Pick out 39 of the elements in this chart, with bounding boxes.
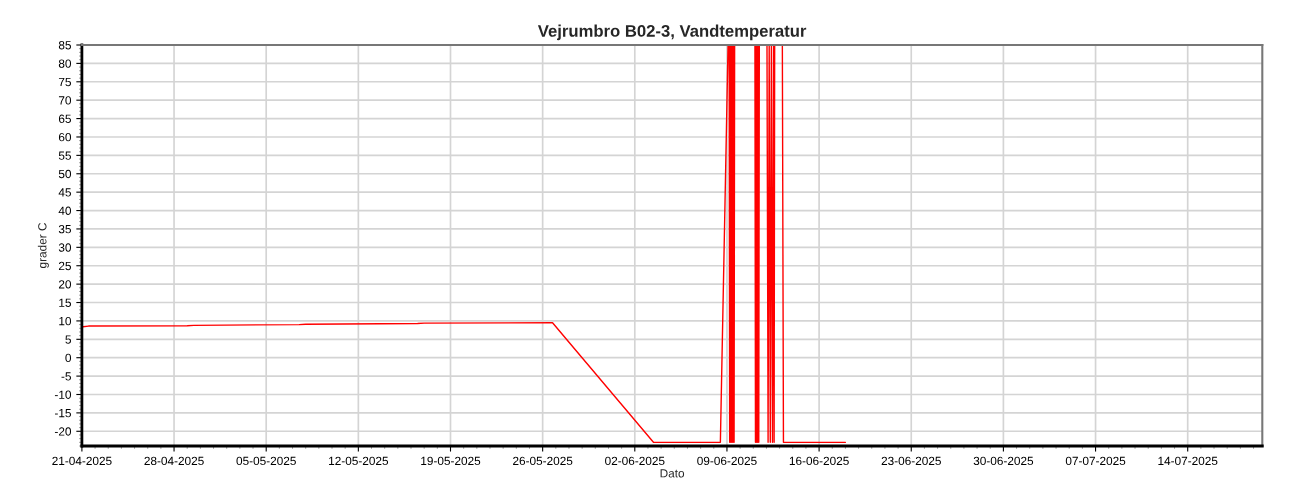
x-tick-label: 26-05-2025 bbox=[513, 456, 573, 466]
x-tick-label: 07-07-2025 bbox=[1065, 456, 1126, 466]
x-tick-label: 19-05-2025 bbox=[421, 456, 481, 466]
y-tick-label: 15 bbox=[59, 298, 71, 307]
x-tick-label: 16-06-2025 bbox=[789, 456, 849, 466]
x-tick-label: 21-04-2025 bbox=[52, 456, 112, 466]
x-axis-title: Dato bbox=[660, 469, 685, 478]
y-tick-label: -10 bbox=[54, 390, 72, 399]
y-tick-label: 45 bbox=[58, 188, 71, 197]
x-tick-label: 23-06-2025 bbox=[881, 456, 941, 466]
y-tick-label: 75 bbox=[58, 77, 71, 87]
x-tick-label: 09-06-2025 bbox=[697, 456, 757, 466]
x-tick-label: 30-06-2025 bbox=[973, 456, 1034, 466]
x-tick-label: 28-04-2025 bbox=[144, 456, 204, 466]
y-axis-title: grader C bbox=[37, 222, 49, 268]
chart-title: Vejrumbro B02-3, Vandtemperatur bbox=[537, 24, 807, 41]
y-tick-label: 30 bbox=[58, 243, 72, 252]
y-tick-label: 70 bbox=[58, 96, 72, 105]
y-tick-label: -15 bbox=[54, 409, 71, 418]
x-tick-label: 02-06-2025 bbox=[605, 456, 665, 466]
x-tick-label: 12-05-2025 bbox=[329, 456, 389, 466]
y-tick-label: 65 bbox=[58, 114, 71, 123]
y-tick-label: 0 bbox=[65, 353, 72, 363]
y-tick-label: 10 bbox=[59, 316, 72, 326]
x-tick-label: 05-05-2025 bbox=[236, 456, 296, 466]
x-tick-label: 14-07-2025 bbox=[1158, 456, 1218, 466]
y-tick-label: 55 bbox=[58, 151, 71, 160]
y-tick-label: 20 bbox=[58, 280, 72, 289]
y-tick-label: -20 bbox=[54, 427, 72, 436]
line-series bbox=[82, 45, 847, 444]
y-tick-label: -5 bbox=[61, 372, 71, 381]
y-tick-label: 80 bbox=[58, 59, 72, 68]
y-tick-label: 25 bbox=[58, 261, 71, 271]
y-tick-label: 50 bbox=[58, 169, 72, 179]
y-tick-label: 60 bbox=[58, 133, 72, 142]
y-tick-label: 40 bbox=[58, 206, 72, 215]
y-tick-label: 85 bbox=[58, 41, 71, 50]
y-tick-label: 5 bbox=[65, 335, 71, 344]
y-tick-label: 35 bbox=[58, 224, 71, 234]
